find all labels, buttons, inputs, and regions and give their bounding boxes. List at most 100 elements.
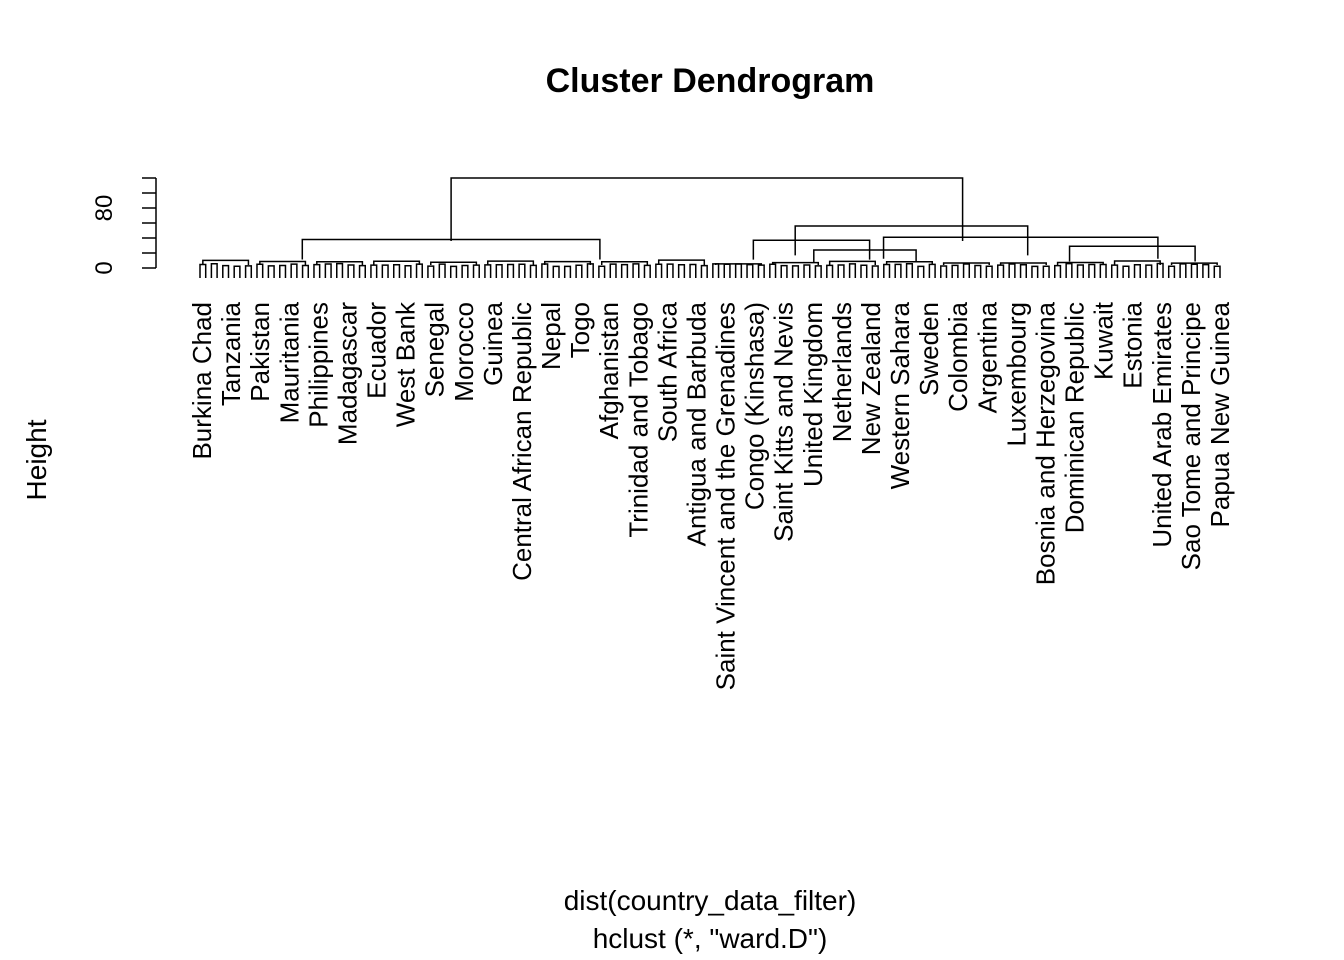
leaf-pair-77	[1076, 264, 1084, 278]
leaf-label-17: Antigua and Barbuda	[681, 301, 711, 546]
leaf-pair-6	[267, 265, 275, 278]
leaf-pair-42	[677, 263, 686, 278]
leaf-label-23: New Zealand	[856, 302, 886, 455]
leaf-pair-1	[210, 263, 218, 278]
leaf-pair-85	[1167, 265, 1176, 278]
chart-title: Cluster Dendrogram	[546, 62, 875, 100]
leaf-label-35: Papua New Guinea	[1205, 301, 1235, 527]
leaf-label-31: Kuwait	[1089, 301, 1119, 380]
chart-subtitle: hclust (*, "ward.D")	[593, 923, 828, 954]
leaf-label-20: Saint Kitts and Nevis	[769, 302, 799, 542]
leaf-pair-37	[620, 263, 629, 278]
leaf-pair-63	[917, 265, 925, 278]
leaf-pair-52	[791, 265, 800, 278]
leaf-pair-55	[826, 264, 834, 278]
leaf-label-25: Sweden	[914, 302, 944, 396]
merge-5	[882, 236, 1159, 259]
dendrogram-tree	[199, 177, 1221, 278]
leaf-pair-21	[438, 263, 446, 278]
leaf-label-24: Western Sahara	[885, 301, 915, 489]
leaf-label-30: Dominican Republic	[1060, 302, 1090, 533]
leaf-label-27: Argentina	[972, 301, 1002, 413]
leaf-pair-44	[700, 264, 708, 278]
leaf-pair-69	[985, 265, 993, 278]
leaf-pair-89	[1213, 265, 1221, 278]
y-axis-label: Height	[21, 419, 52, 500]
leaf-label-16: South Africa	[652, 301, 682, 442]
leaf-pair-29	[529, 264, 537, 278]
leaf-pair-0	[199, 263, 207, 278]
leaf-pair-51	[780, 264, 788, 278]
leaf-label-14: Afghanistan	[594, 302, 624, 439]
leaf-pair-22	[449, 265, 458, 278]
leaf-label-32: Estonia	[1118, 301, 1148, 388]
merge-1	[450, 177, 964, 241]
x-axis-label: dist(country_data_filter)	[564, 885, 857, 916]
leaf-pair-72	[1019, 264, 1028, 278]
leaf-pair-14	[358, 264, 367, 278]
leaf-pair-19	[415, 263, 423, 278]
leaf-pair-58	[860, 264, 868, 278]
leaf-pair-64	[928, 263, 936, 278]
leaf-label-7: West Bank	[391, 301, 421, 427]
leaf-label-0: Burkina Chad	[187, 302, 217, 460]
leaf-pair-35	[598, 265, 606, 278]
leaf-pair-15	[370, 264, 378, 278]
leaf-pair-65	[940, 265, 948, 278]
y-tick-label-0: 0	[91, 261, 118, 274]
leaf-pair-56	[837, 264, 845, 278]
leaf-labels: Burkina Chad Tanzania Pakistan Mauritania Ph…	[187, 301, 1235, 690]
leaf-pair-54	[814, 265, 822, 278]
leaf-pair-74	[1042, 265, 1050, 278]
leaf-pair-30	[541, 263, 549, 278]
leaf-group-10	[771, 261, 820, 265]
leaf-label-34: Sao Tome and Principe	[1176, 302, 1206, 570]
leaf-pair-17	[392, 263, 401, 278]
leaf-label-11: Central African Republic	[507, 302, 537, 581]
leaf-label-22: Netherlands	[827, 302, 857, 442]
leaf-pair-36	[609, 263, 617, 278]
leaf-pair-26	[495, 263, 503, 278]
leaf-pair-28	[518, 263, 526, 278]
leaf-label-12: Nepal	[536, 302, 566, 370]
leaf-label-18: Saint Vincent and the Grenadines	[711, 302, 741, 690]
leaf-pair-27	[506, 263, 515, 278]
leaf-group-6	[543, 260, 592, 265]
leaf-pair-16	[381, 264, 389, 278]
leaf-pair-38	[632, 263, 640, 278]
leaf-pair-53	[803, 264, 811, 278]
leaf-pair-25	[484, 264, 492, 278]
leaf-pair-7	[279, 264, 287, 278]
leaf-pair-50	[769, 263, 777, 278]
leaf-pair-68	[974, 264, 982, 278]
leaf-label-28: Luxembourg	[1001, 302, 1031, 447]
leaf-pair-18	[404, 264, 412, 278]
leaf-pair-60	[883, 263, 891, 278]
leaf-pair-81	[1122, 265, 1130, 278]
leaf-pair-87	[1190, 263, 1198, 278]
leaf-group-13	[942, 262, 990, 265]
leaf-pair-61	[894, 263, 902, 278]
y-tick-label-1: 80	[91, 195, 118, 222]
leaf-pair-46	[723, 263, 731, 278]
leaf-label-19: Congo (Kinshasa)	[740, 302, 770, 510]
leaf-group-16	[1113, 260, 1161, 265]
leaf-pair-83	[1145, 264, 1153, 278]
leaf-group-11	[828, 260, 877, 265]
leaf-group-17	[1170, 262, 1218, 265]
leaf-pair-13	[347, 264, 355, 278]
leaf-pair-43	[689, 263, 697, 278]
leaf-pair-4	[244, 265, 253, 278]
leaf-pair-3	[233, 265, 241, 278]
leaf-pair-80	[1110, 264, 1119, 278]
leaf-pair-45	[712, 263, 720, 278]
leaf-pair-8	[290, 263, 298, 278]
leaf-pair-39	[643, 264, 651, 278]
leaf-label-4: Philippines	[303, 302, 333, 428]
leaf-pair-67	[962, 263, 971, 278]
merge-2	[301, 238, 601, 260]
leaf-group-5	[487, 260, 535, 265]
leaf-pair-24	[472, 264, 480, 278]
